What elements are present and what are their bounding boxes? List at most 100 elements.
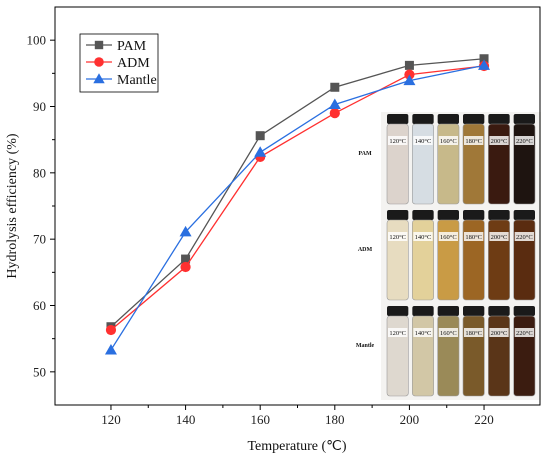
vial-cap [412,210,434,220]
vial-temp-label: 140°C [415,330,432,337]
vial-temp-label: 200°C [491,330,508,337]
vial-label-sticker [464,136,484,145]
data-point-mantle [403,74,416,86]
legend-label-adm: ADM [117,56,150,71]
vial-label-sticker [438,136,458,145]
legend-label-mantle: Mantle [117,73,157,88]
vial-cap [488,114,510,124]
legend-label-pam: PAM [117,39,147,54]
vial-cap [513,114,535,124]
series-layer [104,54,491,355]
data-point-mantle [179,225,192,237]
legend: PAM ADM Mantle [79,33,159,93]
y-tick-label: 100 [27,33,47,48]
vial-cap [488,210,510,220]
vial-temp-label: 160°C [440,138,457,145]
vial-cap [387,114,409,124]
vial-label-sticker [514,136,534,145]
vial-cap [412,114,434,124]
vial-temp-label: 160°C [440,234,457,241]
legend-marker-mantle [93,73,105,84]
vial-cap [412,306,434,316]
y-tick-label: 80 [33,165,46,180]
data-point-adm [105,324,117,336]
vial-temp-label: 220°C [516,330,533,337]
vial-label-sticker [388,136,408,145]
vial-temp-label: 180°C [465,234,482,241]
data-point-pam [255,131,265,141]
series-line-pam [110,58,485,328]
data-point-mantle [328,98,341,110]
y-axis-title: Hydrolysis efficiency (%) [5,133,20,278]
vial-cap [513,210,535,220]
data-point-mantle [478,59,491,70]
vial-temp-label: 140°C [415,138,432,145]
vial-temp-label: 120°C [389,234,406,241]
vial-cap [387,210,409,220]
vial-label-sticker [438,232,458,241]
x-tick-label: 200 [400,412,420,427]
inset-row-label: PAM [358,151,372,157]
vial-temp-label: 220°C [516,138,533,145]
vial-temp-label: 160°C [440,330,457,337]
vial-cap [437,210,459,220]
vial-label-sticker [489,136,509,145]
vial-temp-label: 140°C [415,234,432,241]
vial-label-sticker [514,232,534,241]
vial-temp-label: 120°C [389,330,406,337]
x-tick-label: 220 [474,412,494,427]
vial-cap [463,114,485,124]
series-line-mantle [110,64,485,351]
vial-label-sticker [489,232,509,241]
legend-marker-pam [94,40,104,50]
vial-label-sticker [388,328,408,337]
data-point-pam [181,254,191,264]
legend-box [79,33,159,93]
y-tick-label: 70 [33,232,46,247]
vial-label-sticker [489,328,509,337]
x-tick-label: 140 [176,412,196,427]
x-tick-label: 180 [325,412,345,427]
inset-row-label: ADM [358,247,373,253]
vial-temp-label: 220°C [516,234,533,241]
vial-label-sticker [413,328,433,337]
vial-temp-label: 200°C [491,138,508,145]
series-mantle [104,59,491,355]
data-point-mantle [104,343,117,355]
vial-cap [387,306,409,316]
vial-label-sticker [413,232,433,241]
vial-cap [437,114,459,124]
y-tick-label: 90 [33,99,46,114]
vial-label-sticker [464,328,484,337]
vial-label-sticker [464,232,484,241]
vial-cap [437,306,459,316]
data-point-mantle [254,146,267,157]
data-point-pam [479,54,489,64]
vial-temp-label: 120°C [389,138,406,145]
vial-cap [488,306,510,316]
vial-label-sticker [388,232,408,241]
vial-temp-label: 200°C [491,234,508,241]
data-point-adm [329,108,340,119]
y-tick-label: 60 [33,298,46,313]
series-line-adm [110,65,485,331]
data-point-pam [404,60,414,70]
vial-cap [513,306,535,316]
vial-label-sticker [514,328,534,337]
vial-cap [463,306,485,316]
data-point-pam [330,82,340,92]
vial-label-sticker [413,136,433,145]
vial-cap [463,210,485,220]
x-tick-label: 160 [250,412,270,427]
y-tick-label: 50 [33,364,46,379]
inset-vial-photos: PAM 120°C 140°C 160°C 180°C 200°C 220°C ADM 120°… [356,112,541,400]
x-tick-label: 120 [101,412,121,427]
vial-temp-label: 180°C [465,138,482,145]
axes: 120 140 160 180 200 220 50 60 70 80 90 100 [27,33,494,427]
inset-row-label: Mantle [356,343,375,349]
vial-label-sticker [438,328,458,337]
legend-marker-adm [94,57,104,67]
data-point-adm [180,261,191,273]
x-axis-title: Temperature (℃) [247,439,346,454]
